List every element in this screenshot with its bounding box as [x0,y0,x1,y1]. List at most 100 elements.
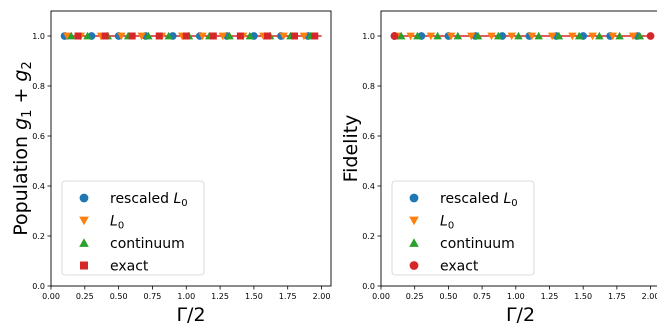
x-tick-label: 1.00 [177,292,195,301]
y-tick-label: 0.8 [362,82,375,91]
x-tick-label: 0.50 [439,292,457,301]
legend-label: L0 [110,214,124,232]
x-tick-label: 1.25 [211,292,229,301]
legend: rescaled L0 L0 continuum exact [391,180,535,276]
y-axis-label: Fidelity [340,115,362,183]
data-point [263,32,271,40]
legend-label: continuum [110,236,185,252]
data-point [568,32,577,41]
legend-marker [409,216,419,226]
data-point [406,32,415,41]
data-point [390,32,399,40]
data-point [507,32,516,41]
x-tick-label: 1.75 [608,292,626,301]
y-tick-label: 0.0 [362,282,375,291]
chart-panel-fidelity: 0.00 0.25 0.50 0.75 1.00 1.25 1.50 1.75 2.00 0.0 0… [340,10,657,325]
x-tick-label: 0.00 [42,292,60,301]
y-tick-label: 0.2 [32,232,45,241]
data-point [534,31,543,40]
data-point [198,32,207,41]
x-tick-label: 1.25 [541,292,559,301]
x-tick-label: 0.75 [144,292,162,301]
legend-box [391,180,535,276]
data-point [144,31,153,40]
data-point [413,31,422,40]
data-point [397,31,406,40]
data-point [236,32,244,40]
data-point [225,31,234,40]
y-tick-label: 0.2 [362,232,375,241]
data-point [453,31,463,40]
legend-box [61,180,205,276]
legend-marker [79,216,89,226]
data-point [514,31,523,40]
x-tick-label: 0.25 [406,292,424,301]
legend-label: continuum [440,236,515,252]
data-point [101,32,109,40]
data-point [487,32,496,41]
x-tick-label: 0.50 [110,292,128,301]
data-point [615,31,624,40]
y-tick-label: 0.8 [32,82,45,91]
x-tick-label: 0.00 [372,292,390,301]
x-tick-label: 2.00 [642,292,657,301]
y-tick-label: 0.6 [362,132,375,141]
legend: rescaled L0 L0 continuum exact [61,180,205,276]
y-tick-label: 1.0 [362,32,375,41]
x-axis-label: Γ/2 [506,304,535,325]
y-tick-label: 0.4 [362,182,375,191]
y-tick-label: 0.0 [32,282,45,291]
y-axis-label: Population g1 + g2 [10,61,35,236]
data-point [608,32,618,41]
data-point [155,32,163,40]
legend-label: rescaled L0 [110,191,188,209]
data-point [446,32,456,41]
data-point [83,31,92,40]
data-point [426,32,436,41]
data-point [595,31,604,40]
data-point [279,32,288,41]
data-point [128,32,136,40]
data-point [218,32,227,41]
legend-marker [80,261,88,270]
legend-marker [79,238,89,247]
series-continuum [397,31,644,40]
x-tick-label: 0.75 [473,292,491,301]
data-point [467,32,476,41]
x-tick-label: 1.50 [574,292,592,301]
data-point [117,32,126,41]
data-point [433,31,442,40]
plot-frame [50,10,332,287]
legend-label: exact [110,259,149,275]
legend-marker [409,238,419,247]
data-point [554,31,564,40]
y-tick-label: 1.0 [32,32,45,41]
x-tick-label: 1.50 [245,292,263,301]
data-point [209,32,217,40]
data-point [164,31,173,40]
data-point [628,32,638,41]
data-point [635,31,644,40]
data-point [182,32,190,40]
data-point [588,32,597,41]
legend-label: rescaled L0 [440,191,518,209]
series-exact [74,32,319,40]
x-tick-label: 1.00 [507,292,525,301]
data-point [299,32,309,41]
data-point [527,32,537,41]
legend-label: exact [440,259,479,275]
data-point [646,32,655,40]
legend-marker [79,193,89,203]
data-point [547,32,557,41]
data-point [245,31,255,40]
data-point [63,32,72,41]
legend-marker [409,261,419,270]
x-tick-label: 1.75 [279,292,297,301]
series-exact [390,32,655,40]
x-tick-label: 0.25 [76,292,94,301]
data-point [137,32,146,41]
legend-label: L0 [440,214,454,232]
legend-marker [409,193,419,203]
data-point [473,31,483,40]
